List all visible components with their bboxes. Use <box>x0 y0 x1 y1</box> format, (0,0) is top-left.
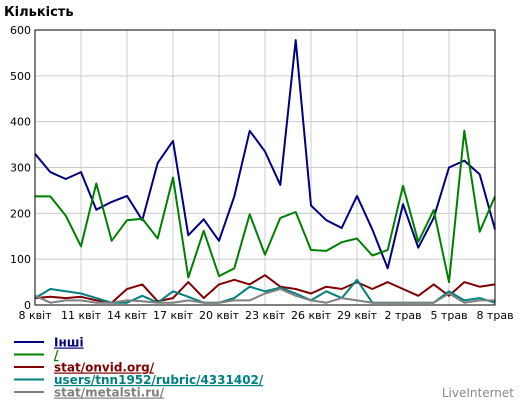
y-tick-label: 100 <box>10 253 31 266</box>
y-axis-title: Кількість <box>4 5 74 20</box>
x-tick-label: 23 квіт <box>245 309 286 322</box>
x-tick-label: 11 квіт <box>61 309 102 322</box>
x-tick-label: 5 трав <box>430 309 467 322</box>
x-tick-label: 14 квіт <box>107 309 148 322</box>
brand-label: LiveInternet <box>442 386 514 400</box>
series-line-1 <box>35 129 496 284</box>
x-tick-label: 20 квіт <box>199 309 240 322</box>
legend-label: / <box>54 348 59 362</box>
plot-frame <box>34 29 496 306</box>
legend-label: stat/onvid.org/ <box>54 361 155 375</box>
legend-label: Інші <box>54 336 84 350</box>
y-tick-labels: 0 100 200 300 400 500 600 <box>10 24 31 312</box>
y-tick-label: 600 <box>10 24 31 37</box>
y-tick-label: 500 <box>10 70 31 83</box>
series-line-0 <box>34 39 496 270</box>
y-tick-label: 0 <box>24 299 31 312</box>
x-tick-label: 26 квіт <box>291 309 332 322</box>
y-tick-label: 300 <box>10 162 31 175</box>
legend-label: users/tnn1952/rubric/4331402/ <box>54 373 264 387</box>
x-tick-label: 17 квіт <box>153 309 194 322</box>
series-line-4 <box>34 288 495 304</box>
y-tick-label: 400 <box>10 116 31 129</box>
x-tick-label: 8 квіт <box>18 309 52 322</box>
series-lines <box>34 39 496 304</box>
legend-label: stat/metalsti.ru/ <box>54 386 165 400</box>
grid <box>34 29 496 306</box>
x-tick-label: 2 трав <box>384 309 421 322</box>
x-tick-labels: 8 квіт 11 квіт 14 квіт 17 квіт 20 квіт 23 кві… <box>18 309 513 322</box>
legend: Інші/stat/onvid.org/users/tnn1952/rubric… <box>14 336 264 400</box>
x-tick-label: 8 трав <box>476 309 513 322</box>
y-tick-label: 200 <box>10 207 31 220</box>
x-tick-label: 29 квіт <box>337 309 378 322</box>
